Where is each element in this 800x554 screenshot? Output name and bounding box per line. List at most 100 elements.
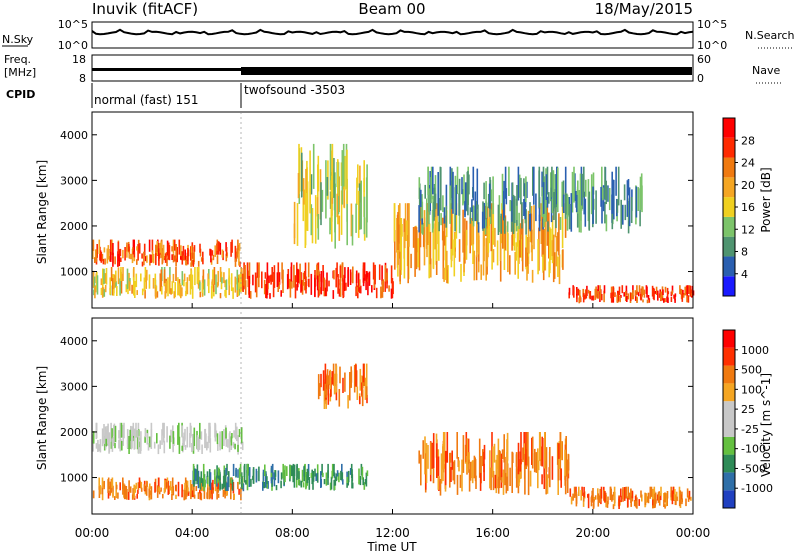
heatmap-cell [331,463,334,476]
heatmap-cell [236,269,239,291]
heatmap-cell [114,443,116,449]
heatmap-cell [464,182,467,211]
heatmap-cell [268,275,270,284]
heatmap-cell [659,493,661,497]
heatmap-cell [516,205,518,220]
heatmap-cell [425,443,428,483]
heatmap-cell [133,484,135,499]
heatmap-cell [103,480,105,488]
heatmap-cell [538,432,541,462]
heatmap-cell [300,480,303,488]
heatmap-cell [239,274,241,287]
heatmap-cell [231,433,233,439]
heatmap-cell [346,479,348,488]
heatmap-cell [612,491,615,497]
heatmap-cell [575,194,578,213]
heatmap-cell [460,263,462,282]
heatmap-cell [654,493,656,499]
heatmap-cell [293,476,296,488]
heatmap-cell [123,484,126,500]
heatmap-cell [667,297,669,303]
heatmap-cell [334,476,337,486]
heatmap-cell [200,471,203,483]
heatmap-cell [449,452,451,488]
heatmap-cell [137,244,139,261]
heatmap-cell [342,143,345,187]
heatmap-cell [592,172,595,195]
heatmap-cell [367,272,369,296]
heatmap-cell [106,248,109,264]
heatmap-cell [548,192,550,204]
colorbar-swatch [723,436,735,455]
heatmap-cell [483,202,485,221]
heatmap-cell [190,262,192,267]
heatmap-cell [358,468,360,485]
heatmap-cell [492,446,494,478]
heatmap-cell [449,166,452,201]
heatmap-cell [639,293,642,300]
heatmap-cell [134,281,136,298]
heatmap-cell [187,491,190,496]
heatmap-cell [525,209,527,235]
y-tick-label: 1000 [60,472,88,485]
heatmap-cell [651,285,654,297]
heatmap-cell [100,287,103,296]
heatmap-cell [230,484,232,500]
heatmap-cell [315,473,317,481]
nsky-label: N.Sky [2,33,34,46]
heatmap-cell [201,282,204,293]
heatmap-cell [605,214,608,232]
heatmap-cell [666,496,668,506]
heatmap-cell [193,479,195,487]
heatmap-cell [533,205,535,250]
heatmap-cell [469,207,472,224]
heatmap-cell [347,395,349,409]
heatmap-cell [394,251,396,270]
heatmap-cell [346,149,348,204]
heatmap-cell [676,496,678,501]
heatmap-cell [654,291,657,294]
heatmap-cell [475,200,477,222]
heatmap-cell [360,463,363,476]
heatmap-cell [149,254,151,266]
heatmap-cell [492,249,495,263]
heatmap-cell [417,238,419,268]
heatmap-cell [209,248,211,256]
heatmap-cell [119,248,122,257]
heatmap-cell [183,279,185,287]
heatmap-cell [464,218,466,264]
heatmap-cell [498,195,501,233]
heatmap-cell [175,244,177,259]
heatmap-cell [335,365,338,393]
heatmap-cell [612,286,615,297]
heatmap-cell [636,285,638,295]
heatmap-cell [492,176,494,215]
heatmap-cell [520,432,522,465]
heatmap-cell [222,489,225,497]
heatmap-cell [98,444,101,452]
heatmap-cell [410,253,412,269]
heatmap-cell [117,251,119,267]
heatmap-cell [239,261,241,267]
heatmap-cell [208,278,210,294]
heatmap-cell [174,282,176,298]
heatmap-cell [303,271,306,279]
heatmap-cell [462,189,464,206]
heatmap-cell [589,291,592,300]
heatmap-cell [537,460,540,471]
heatmap-cell [301,152,303,198]
heatmap-cell [546,474,549,494]
heatmap-cell [601,294,603,301]
heatmap-cell [185,290,187,297]
heatmap-cell [584,198,587,227]
heatmap-cell [681,293,684,302]
heatmap-cell [579,173,582,214]
heatmap-cell [129,486,132,493]
x-tick-label: 16:00 [475,526,510,540]
heatmap-cell [194,468,196,485]
heatmap-cell [100,251,103,263]
heatmap-cell [363,262,366,281]
heatmap-cell [156,291,159,298]
heatmap-cell [670,291,673,297]
heatmap-cell [547,221,549,232]
